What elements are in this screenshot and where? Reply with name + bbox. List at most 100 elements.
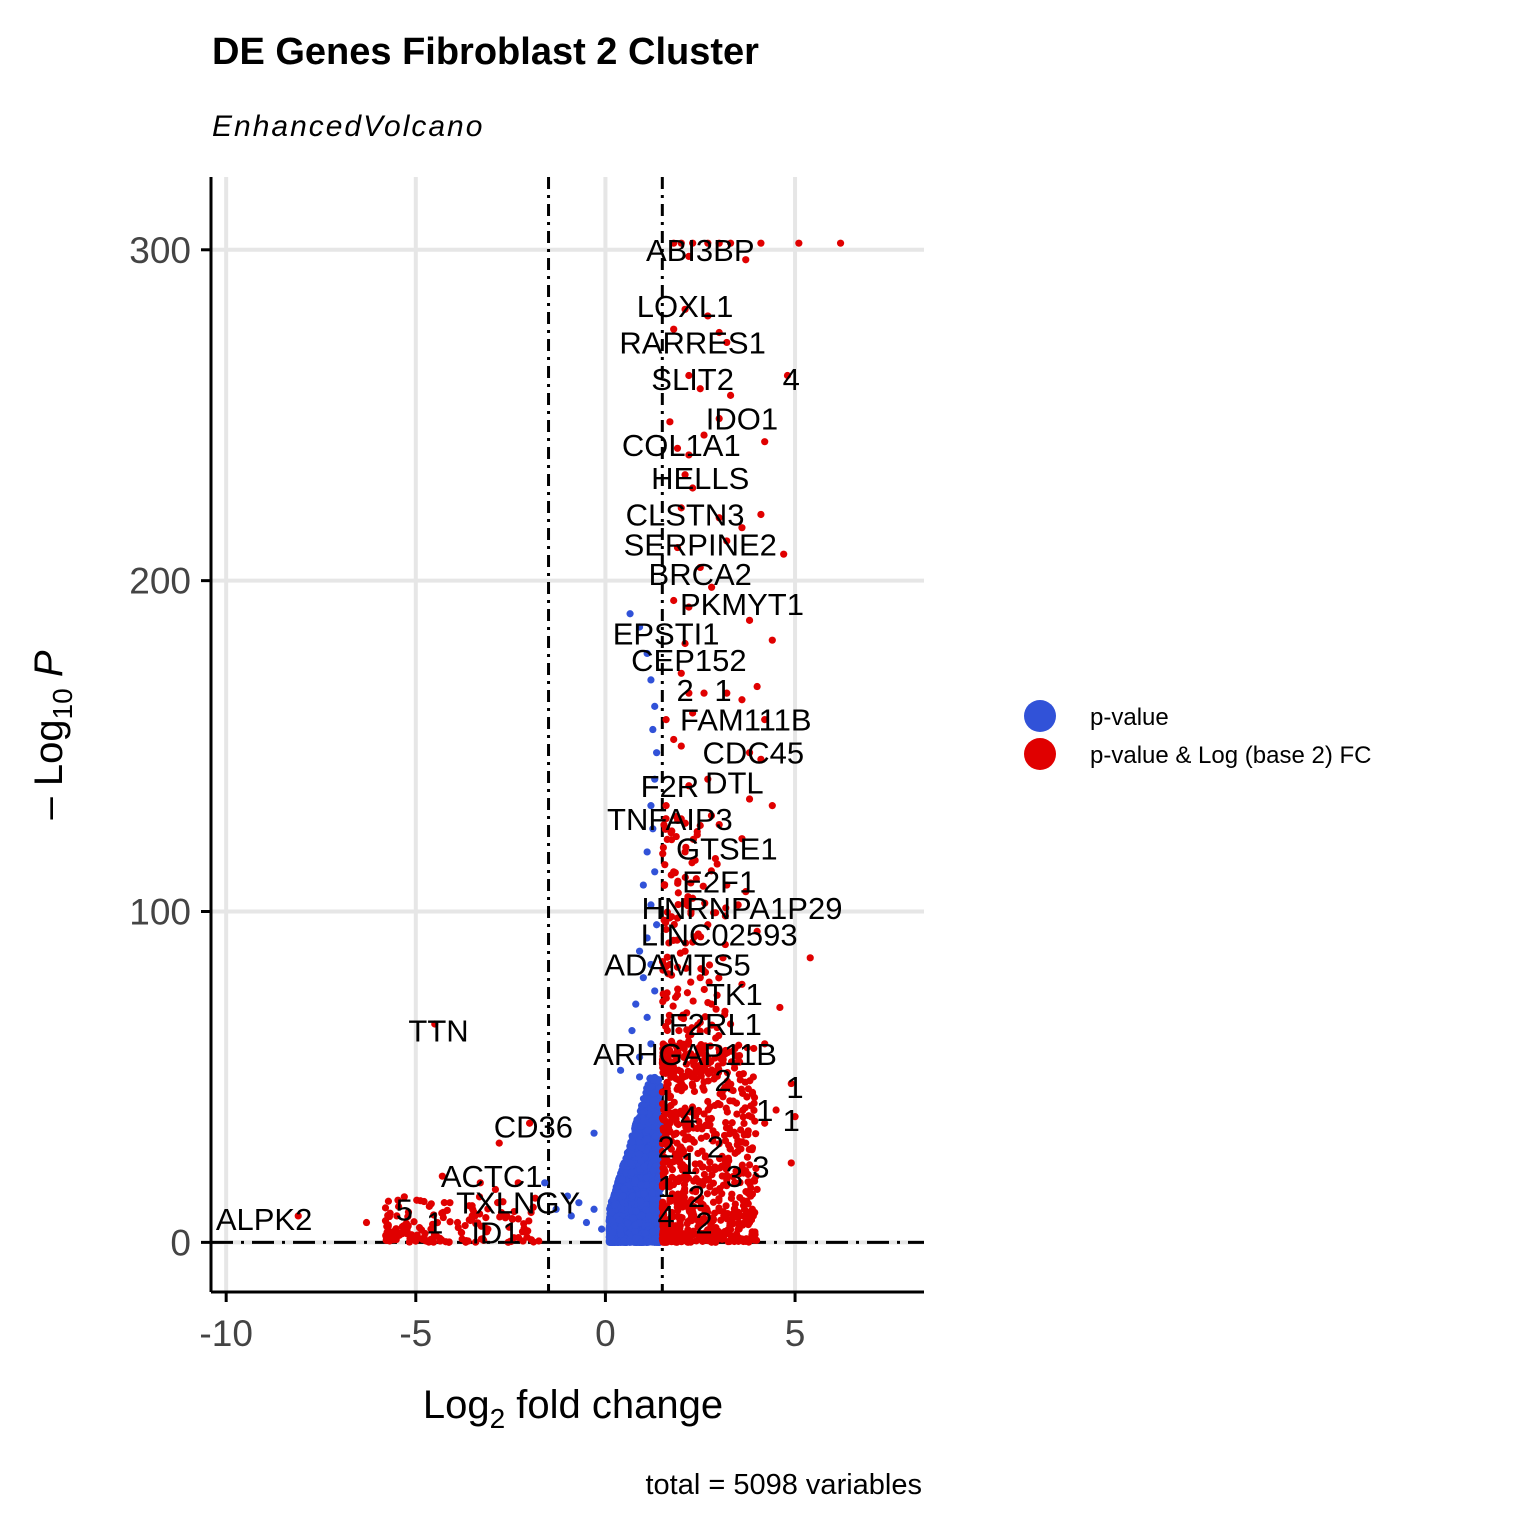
data-point (768, 802, 776, 810)
data-point (751, 1117, 759, 1125)
data-point (674, 877, 682, 885)
gene-label: LOXL1 (637, 289, 734, 324)
data-point (672, 1235, 680, 1243)
data-point (757, 510, 765, 519)
data-point (733, 1110, 741, 1118)
data-point (618, 1175, 627, 1184)
data-point (692, 1175, 700, 1183)
data-point (687, 879, 695, 887)
data-point (715, 820, 723, 829)
data-point (647, 960, 655, 969)
data-point (689, 1187, 697, 1195)
data-point (519, 1237, 527, 1245)
data-point (660, 1153, 668, 1161)
data-point (718, 1190, 726, 1198)
data-point (706, 1218, 714, 1226)
data-point (639, 881, 647, 889)
data-point (647, 901, 655, 909)
x-tick-label: -5 (399, 1313, 432, 1354)
data-point (689, 1209, 697, 1217)
data-point (692, 1237, 700, 1245)
data-point (668, 1173, 676, 1181)
data-point (701, 1013, 709, 1021)
data-point (684, 1174, 693, 1182)
data-point (675, 1027, 683, 1035)
data-points (294, 239, 845, 1246)
data-point (636, 1122, 645, 1130)
data-point (701, 1042, 709, 1050)
data-point (711, 1163, 719, 1171)
data-point (721, 1137, 730, 1145)
data-point (628, 1192, 637, 1200)
data-point (660, 1168, 668, 1176)
data-point (757, 239, 765, 247)
data-point (677, 1078, 685, 1086)
data-point (705, 1165, 713, 1173)
data-point (663, 908, 671, 916)
data-point (443, 1206, 451, 1214)
data-point (836, 239, 845, 247)
data-point (624, 1152, 633, 1160)
data-point (711, 1054, 719, 1062)
data-point (711, 1187, 720, 1195)
data-point (689, 1082, 697, 1090)
data-point (704, 1116, 712, 1124)
data-point (787, 1159, 795, 1167)
data-point (627, 1159, 635, 1167)
data-point (691, 856, 699, 864)
data-point (728, 1190, 736, 1198)
data-point (700, 1059, 708, 1068)
data-point (727, 1080, 735, 1088)
data-point (632, 1207, 640, 1215)
gene-label: ARHGAP11B (593, 1037, 777, 1072)
data-point (648, 1117, 657, 1125)
data-point (458, 1235, 466, 1243)
data-point (643, 1095, 651, 1103)
data-point (663, 989, 671, 997)
data-point (688, 1196, 696, 1204)
data-point (725, 1237, 734, 1246)
data-point (671, 1150, 679, 1158)
data-point (695, 1043, 703, 1052)
data-point (653, 749, 661, 757)
data-point (659, 1199, 667, 1207)
data-point (735, 1225, 743, 1233)
data-point (715, 974, 723, 982)
data-point (661, 919, 670, 927)
data-point (626, 610, 634, 618)
data-point (706, 1158, 714, 1166)
chart-subtitle: EnhancedVolcano (212, 110, 484, 143)
data-point (726, 1220, 734, 1228)
data-point (457, 1228, 465, 1237)
data-point (678, 1145, 687, 1154)
data-point (739, 1113, 747, 1121)
data-point (713, 1023, 721, 1032)
data-point (688, 1103, 697, 1111)
data-point (631, 1122, 639, 1130)
data-point (732, 1099, 741, 1107)
data-point (416, 1197, 424, 1205)
data-point (772, 1106, 780, 1114)
data-point (684, 1032, 693, 1040)
data-point (742, 1237, 750, 1245)
data-point (648, 1151, 656, 1159)
gene-label: 4 (783, 362, 800, 397)
data-point (692, 875, 700, 883)
data-point (582, 1218, 591, 1227)
data-point (661, 1087, 669, 1096)
data-point (635, 1073, 644, 1081)
data-point (740, 1119, 748, 1128)
data-point (663, 1178, 672, 1186)
data-point (628, 1027, 636, 1035)
data-point (461, 1222, 469, 1230)
data-point (737, 1126, 745, 1134)
data-point (635, 1150, 643, 1159)
data-point (731, 1235, 739, 1243)
data-point (703, 1236, 712, 1245)
data-point (739, 1106, 747, 1114)
data-point (642, 1174, 650, 1182)
legend: p-value p-value & Log (base 2) FC (1024, 700, 1371, 770)
data-point (690, 1138, 698, 1146)
y-tick-label: 200 (129, 561, 191, 602)
data-point (735, 1041, 743, 1049)
